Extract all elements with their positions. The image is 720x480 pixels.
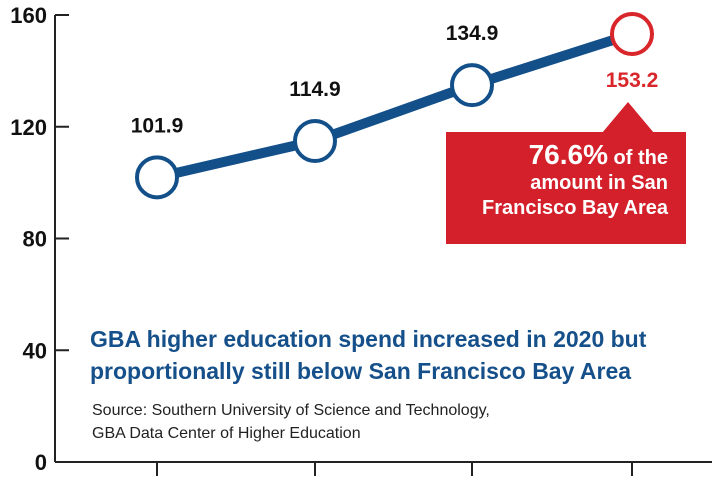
- series-line: [152, 28, 637, 183]
- chart-title: GBA higher education spend increased in …: [90, 326, 647, 384]
- data-point-0: [135, 155, 179, 200]
- annotation-callout: 76.6% of the amount in San Francisco Bay…: [446, 132, 686, 244]
- data-label-0: 101.9: [131, 114, 184, 137]
- series-line-group: [152, 28, 637, 183]
- callout-line-1: 76.6% of the: [446, 139, 668, 171]
- y-tick-label-40: 40: [23, 338, 47, 363]
- callout-percent: 76.6%: [528, 139, 608, 170]
- y-tick-label-120: 120: [10, 115, 47, 140]
- data-label-3: 153.2: [606, 69, 659, 92]
- data-point-2: [450, 63, 494, 108]
- source-line-2: GBA Data Center of Higher Education: [92, 425, 361, 442]
- callout-line-1-rest: of the: [608, 147, 668, 169]
- data-labels: 101.9 114.9 134.9 153.2: [131, 22, 659, 137]
- data-label-2: 134.9: [446, 22, 499, 45]
- source-note: Source: Southern University of Science a…: [92, 399, 692, 445]
- data-label-1: 114.9: [289, 78, 340, 101]
- data-point-3: [610, 11, 654, 56]
- callout-line-3: Francisco Bay Area: [481, 197, 668, 219]
- callout-line-2: amount in San: [530, 172, 668, 194]
- y-ticks: 0 40 80 120 160: [10, 3, 69, 475]
- data-points: [135, 11, 654, 200]
- y-tick-label-80: 80: [23, 227, 47, 252]
- data-point-1: [293, 118, 337, 163]
- callout-pointer: [602, 102, 654, 133]
- y-tick-label-0: 0: [35, 450, 47, 475]
- source-line-1: Source: Southern University of Science a…: [92, 402, 490, 419]
- y-tick-label-160: 160: [10, 3, 47, 28]
